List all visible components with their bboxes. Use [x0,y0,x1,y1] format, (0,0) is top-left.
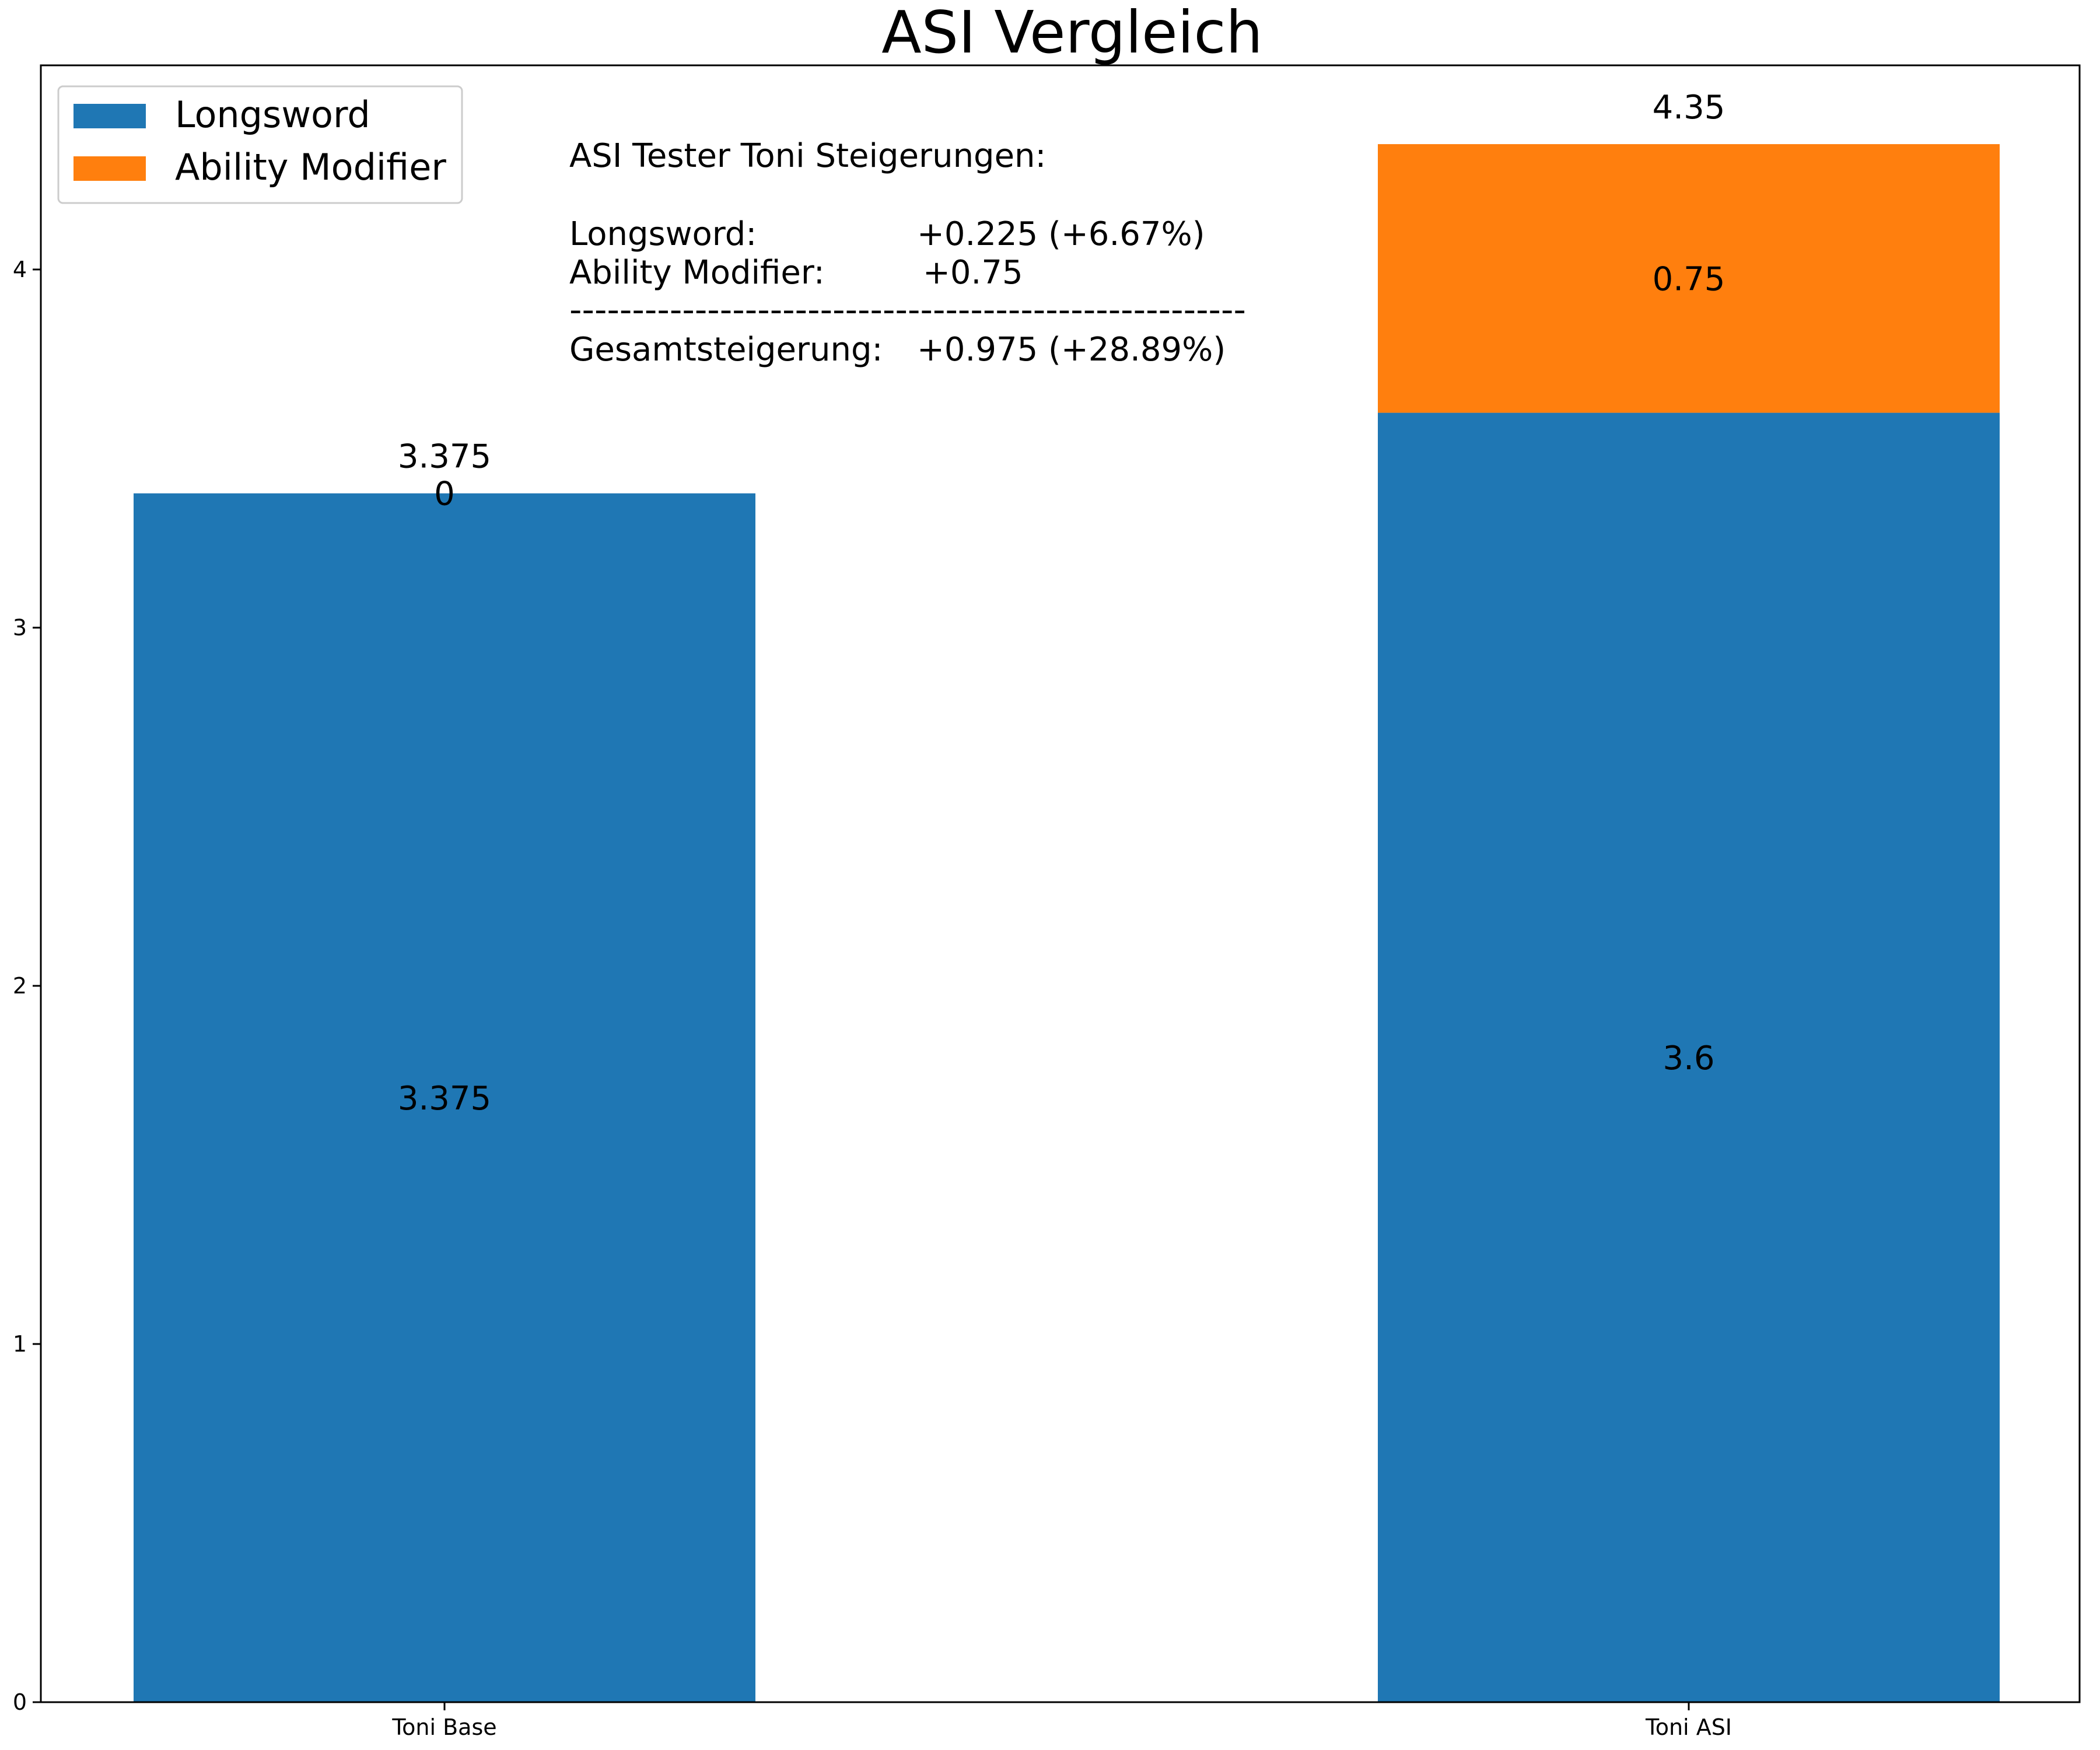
bar-longsword-toni-asi [1378,412,2000,1702]
bar-longsword-toni-base [134,493,755,1702]
legend: Longsword Ability Modifier [57,85,463,204]
total-label-toni-base: 3.375 [398,438,491,476]
annotation-divider: ----------------------------------------… [569,291,1246,329]
y-tick-label: 4 [13,257,27,282]
annotation-row-label: Longsword: [569,215,757,253]
legend-label-ability-modifier: Ability Modifier [175,146,446,188]
segment-label-longsword-toni-base: 3.375 [398,1080,491,1118]
x-tick-label-toni-base: Toni Base [391,1714,496,1740]
segment-label-ability-modifier-toni-base: 0 [434,475,455,513]
chart-title: ASI Vergleich [881,0,1263,66]
plot-frame [40,64,2081,1703]
y-tick-label: 1 [13,1331,27,1357]
segment-label-longsword-toni-asi: 3.6 [1662,1040,1714,1077]
annotation-total-label: Gesamtsteigerung: [569,331,883,369]
annotation-row-value: +0.75 [923,254,1023,292]
summary-annotation: ASI Tester Toni Steigerungen: Longsword:… [569,137,1246,369]
y-tick-label: 3 [13,615,27,640]
annotation-row-label: Ability Modifier: [569,254,825,292]
annotation-heading: ASI Tester Toni Steigerungen: [569,137,1046,175]
annotation-row-value: +0.225 (+6.67%) [917,215,1205,253]
axes-layer: 0 1 2 3 4 Toni Base Toni ASI [13,257,1732,1740]
y-tick-label: 0 [13,1689,27,1715]
annotation-total-value: +0.975 (+28.89%) [917,331,1226,369]
legend-swatch-ability-modifier [74,156,146,181]
total-label-toni-asi: 4.35 [1653,89,1726,127]
legend-label-longsword: Longsword [175,93,370,136]
x-tick-label-toni-asi: Toni ASI [1645,1714,1732,1740]
legend-swatch-longsword [74,104,146,128]
y-tick-label: 2 [13,973,27,999]
bar-ability-modifier-toni-asi [1378,144,2000,413]
bars-layer [134,144,2000,1702]
segment-label-ability-modifier-toni-asi: 0.75 [1653,260,1726,298]
legend-frame [57,85,463,204]
